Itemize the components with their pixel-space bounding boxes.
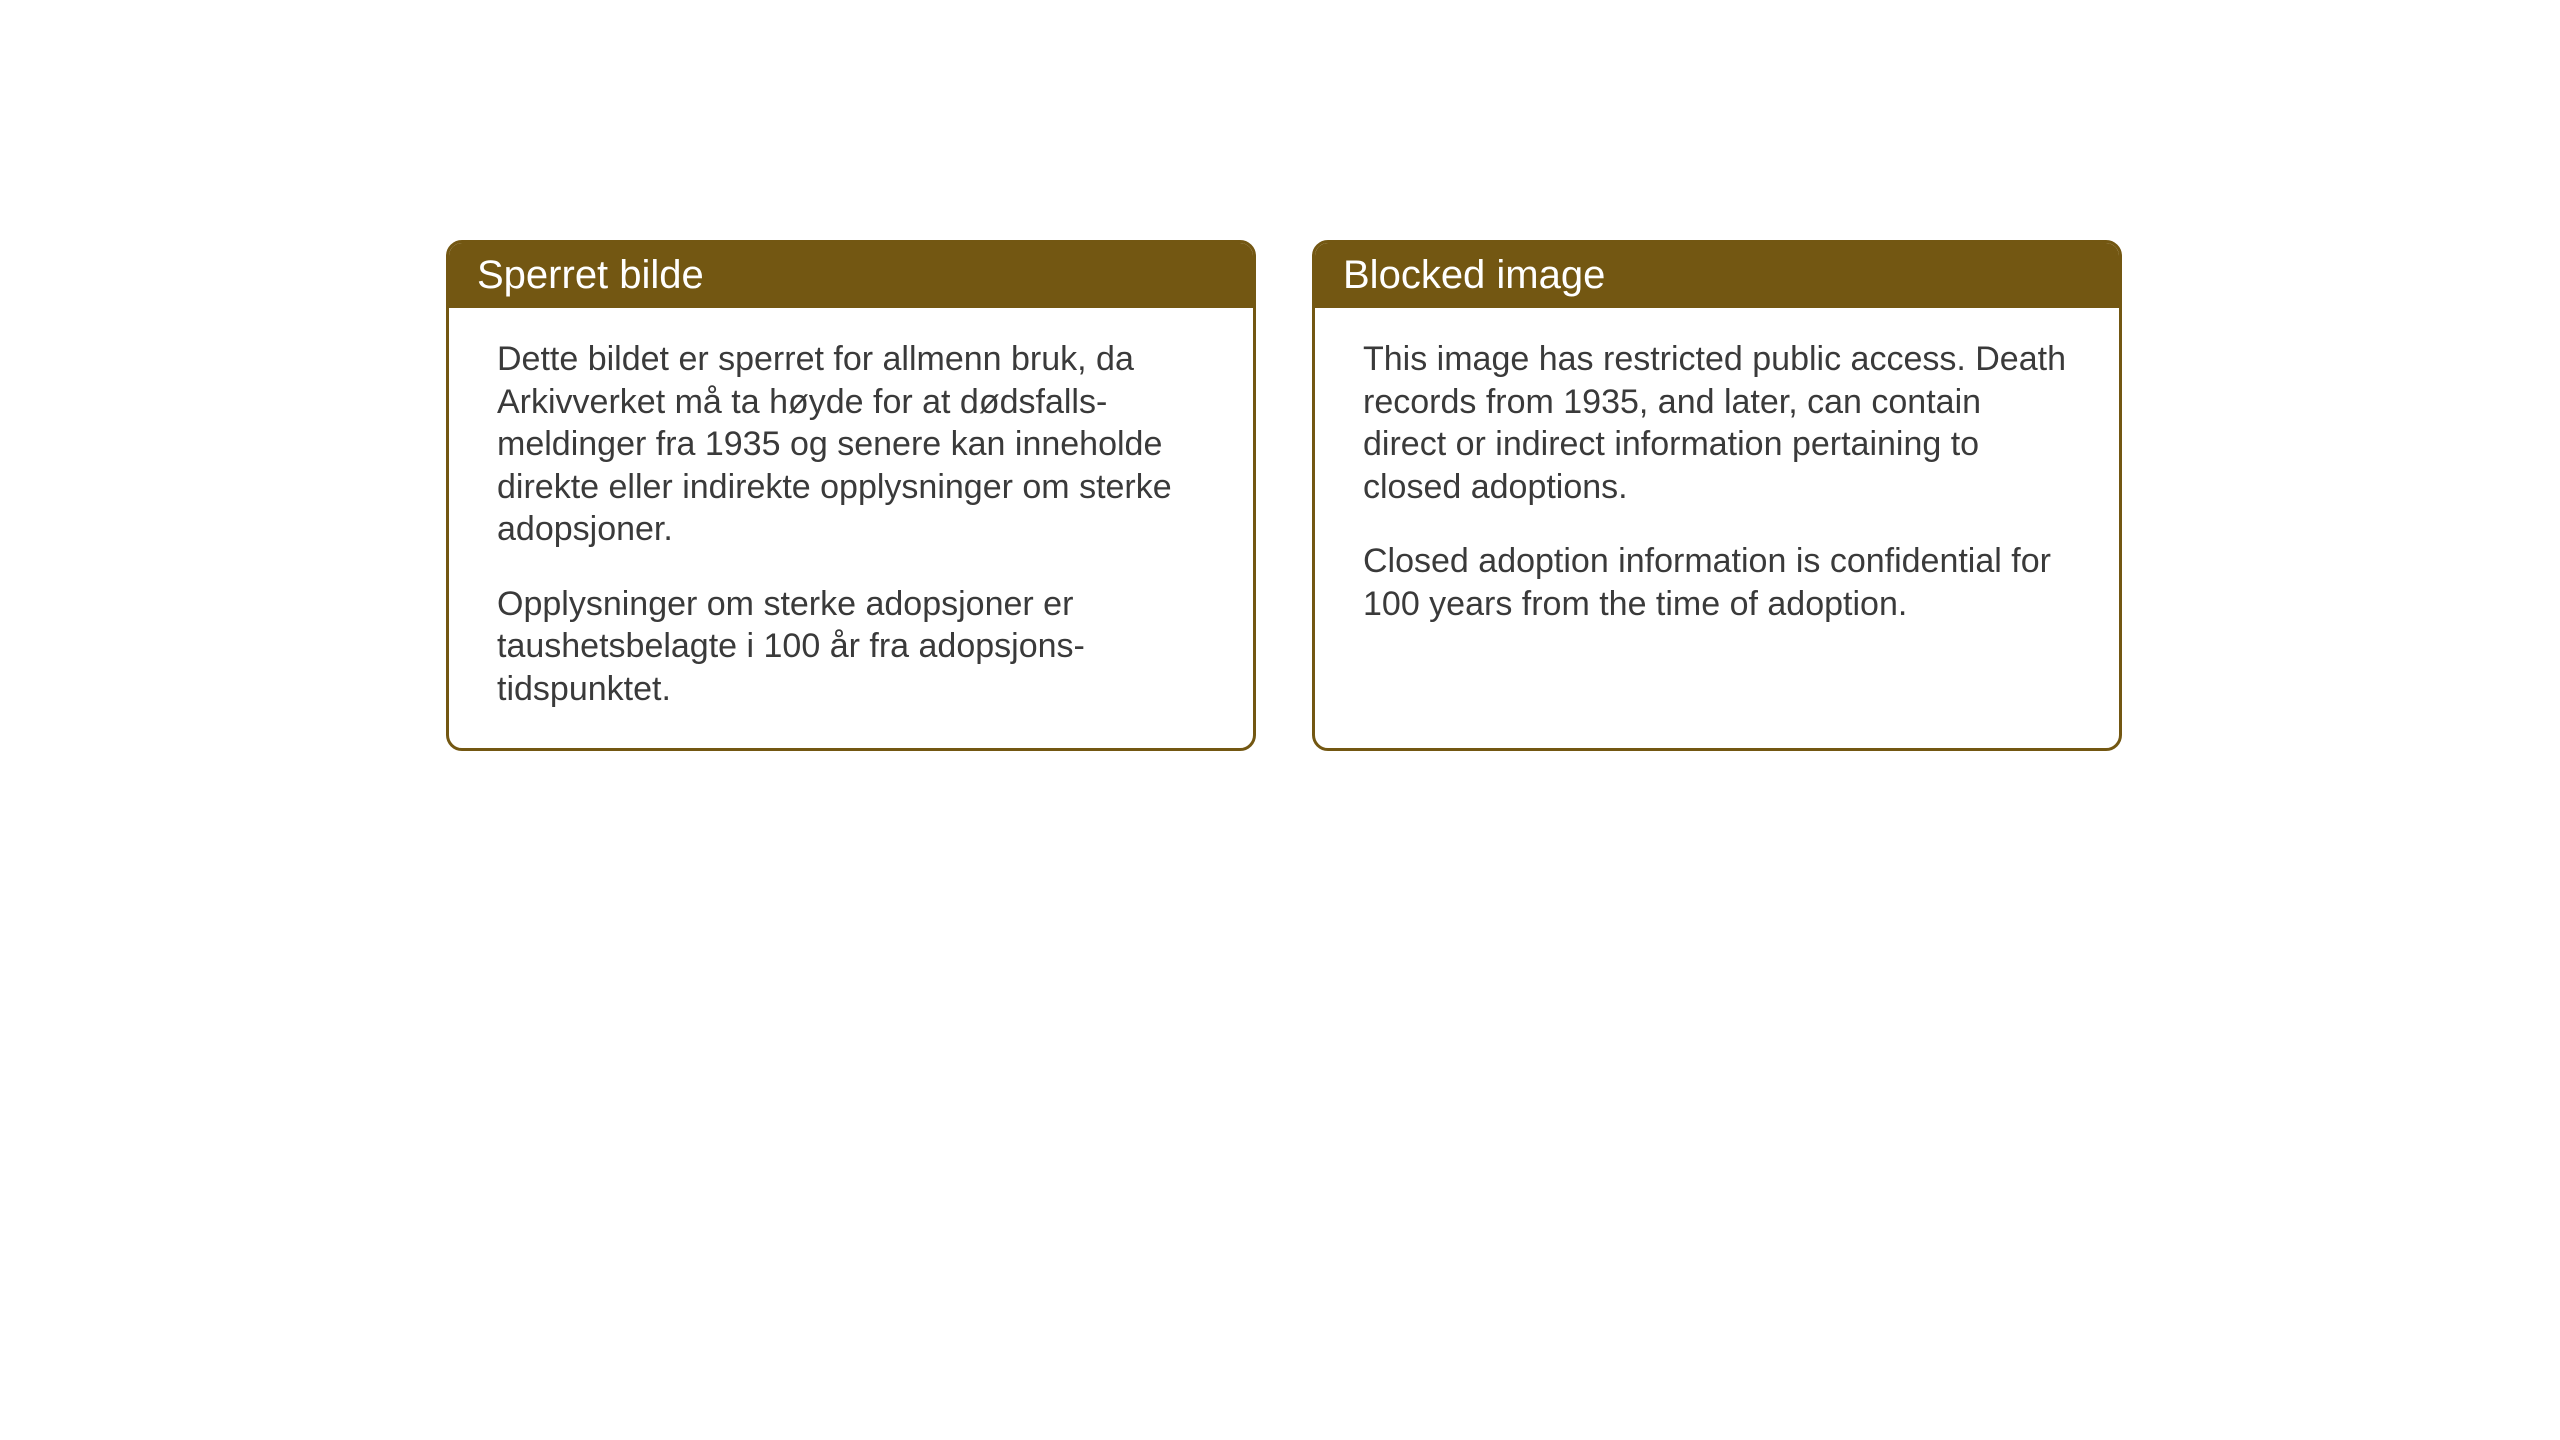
notice-container: Sperret bilde Dette bildet er sperret fo…	[446, 240, 2122, 751]
english-card-title: Blocked image	[1315, 243, 2119, 308]
english-paragraph-2: Closed adoption information is confident…	[1363, 540, 2071, 625]
english-paragraph-1: This image has restricted public access.…	[1363, 338, 2071, 508]
norwegian-card-title: Sperret bilde	[449, 243, 1253, 308]
english-notice-card: Blocked image This image has restricted …	[1312, 240, 2122, 751]
norwegian-paragraph-1: Dette bildet er sperret for allmenn bruk…	[497, 338, 1205, 551]
norwegian-paragraph-2: Opplysninger om sterke adopsjoner er tau…	[497, 583, 1205, 711]
norwegian-notice-card: Sperret bilde Dette bildet er sperret fo…	[446, 240, 1256, 751]
norwegian-card-body: Dette bildet er sperret for allmenn bruk…	[449, 308, 1253, 748]
english-card-body: This image has restricted public access.…	[1315, 308, 2119, 728]
